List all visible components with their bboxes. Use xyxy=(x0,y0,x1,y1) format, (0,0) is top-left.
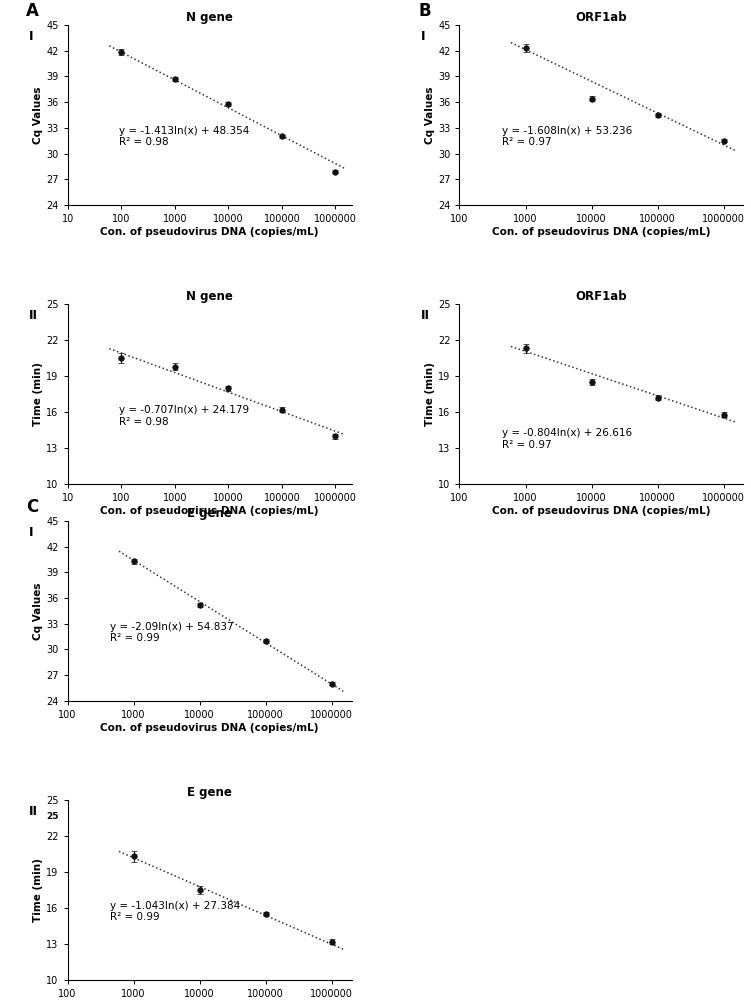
Y-axis label: Time (min): Time (min) xyxy=(33,362,44,426)
Title: ORF1ab: ORF1ab xyxy=(576,290,627,303)
Y-axis label: Cq Values: Cq Values xyxy=(33,86,44,144)
Text: B: B xyxy=(418,2,431,20)
Title: E gene: E gene xyxy=(187,786,232,799)
Text: y = -1.608ln(x) + 53.236
R² = 0.97: y = -1.608ln(x) + 53.236 R² = 0.97 xyxy=(502,126,632,147)
Title: N gene: N gene xyxy=(186,11,233,24)
Text: A: A xyxy=(26,2,39,20)
Text: y = -1.413ln(x) + 48.354
R² = 0.98: y = -1.413ln(x) + 48.354 R² = 0.98 xyxy=(119,126,249,147)
X-axis label: Con. of pseudovirus DNA (copies/mL): Con. of pseudovirus DNA (copies/mL) xyxy=(101,227,319,237)
Text: II: II xyxy=(29,309,38,322)
Text: y = -0.804ln(x) + 26.616
R² = 0.97: y = -0.804ln(x) + 26.616 R² = 0.97 xyxy=(502,428,632,450)
Text: I: I xyxy=(29,526,33,539)
X-axis label: Con. of pseudovirus DNA (copies/mL): Con. of pseudovirus DNA (copies/mL) xyxy=(492,506,710,516)
Text: C: C xyxy=(26,498,38,516)
X-axis label: Con. of pseudovirus DNA (copies/mL): Con. of pseudovirus DNA (copies/mL) xyxy=(101,723,319,733)
Title: E gene: E gene xyxy=(187,507,232,520)
X-axis label: Con. of pseudovirus DNA (copies/mL): Con. of pseudovirus DNA (copies/mL) xyxy=(492,227,710,237)
X-axis label: Con. of pseudovirus DNA (copies/mL): Con. of pseudovirus DNA (copies/mL) xyxy=(101,506,319,516)
Title: N gene: N gene xyxy=(186,290,233,303)
Y-axis label: Time (min): Time (min) xyxy=(33,858,44,922)
Text: y = -1.043ln(x) + 27.384
R² = 0.99: y = -1.043ln(x) + 27.384 R² = 0.99 xyxy=(110,901,240,922)
Text: y = -0.707ln(x) + 24.179
R² = 0.98: y = -0.707ln(x) + 24.179 R² = 0.98 xyxy=(119,405,249,427)
Y-axis label: Cq Values: Cq Values xyxy=(425,86,435,144)
Text: I: I xyxy=(421,30,425,43)
Y-axis label: Cq Values: Cq Values xyxy=(33,582,44,640)
Text: y = -2.09ln(x) + 54.837
R² = 0.99: y = -2.09ln(x) + 54.837 R² = 0.99 xyxy=(110,622,234,643)
Text: I: I xyxy=(29,30,33,43)
Y-axis label: Time (min): Time (min) xyxy=(425,362,435,426)
Text: II: II xyxy=(29,805,38,818)
Text: II: II xyxy=(421,309,430,322)
Text: 25: 25 xyxy=(47,812,59,821)
Title: ORF1ab: ORF1ab xyxy=(576,11,627,24)
